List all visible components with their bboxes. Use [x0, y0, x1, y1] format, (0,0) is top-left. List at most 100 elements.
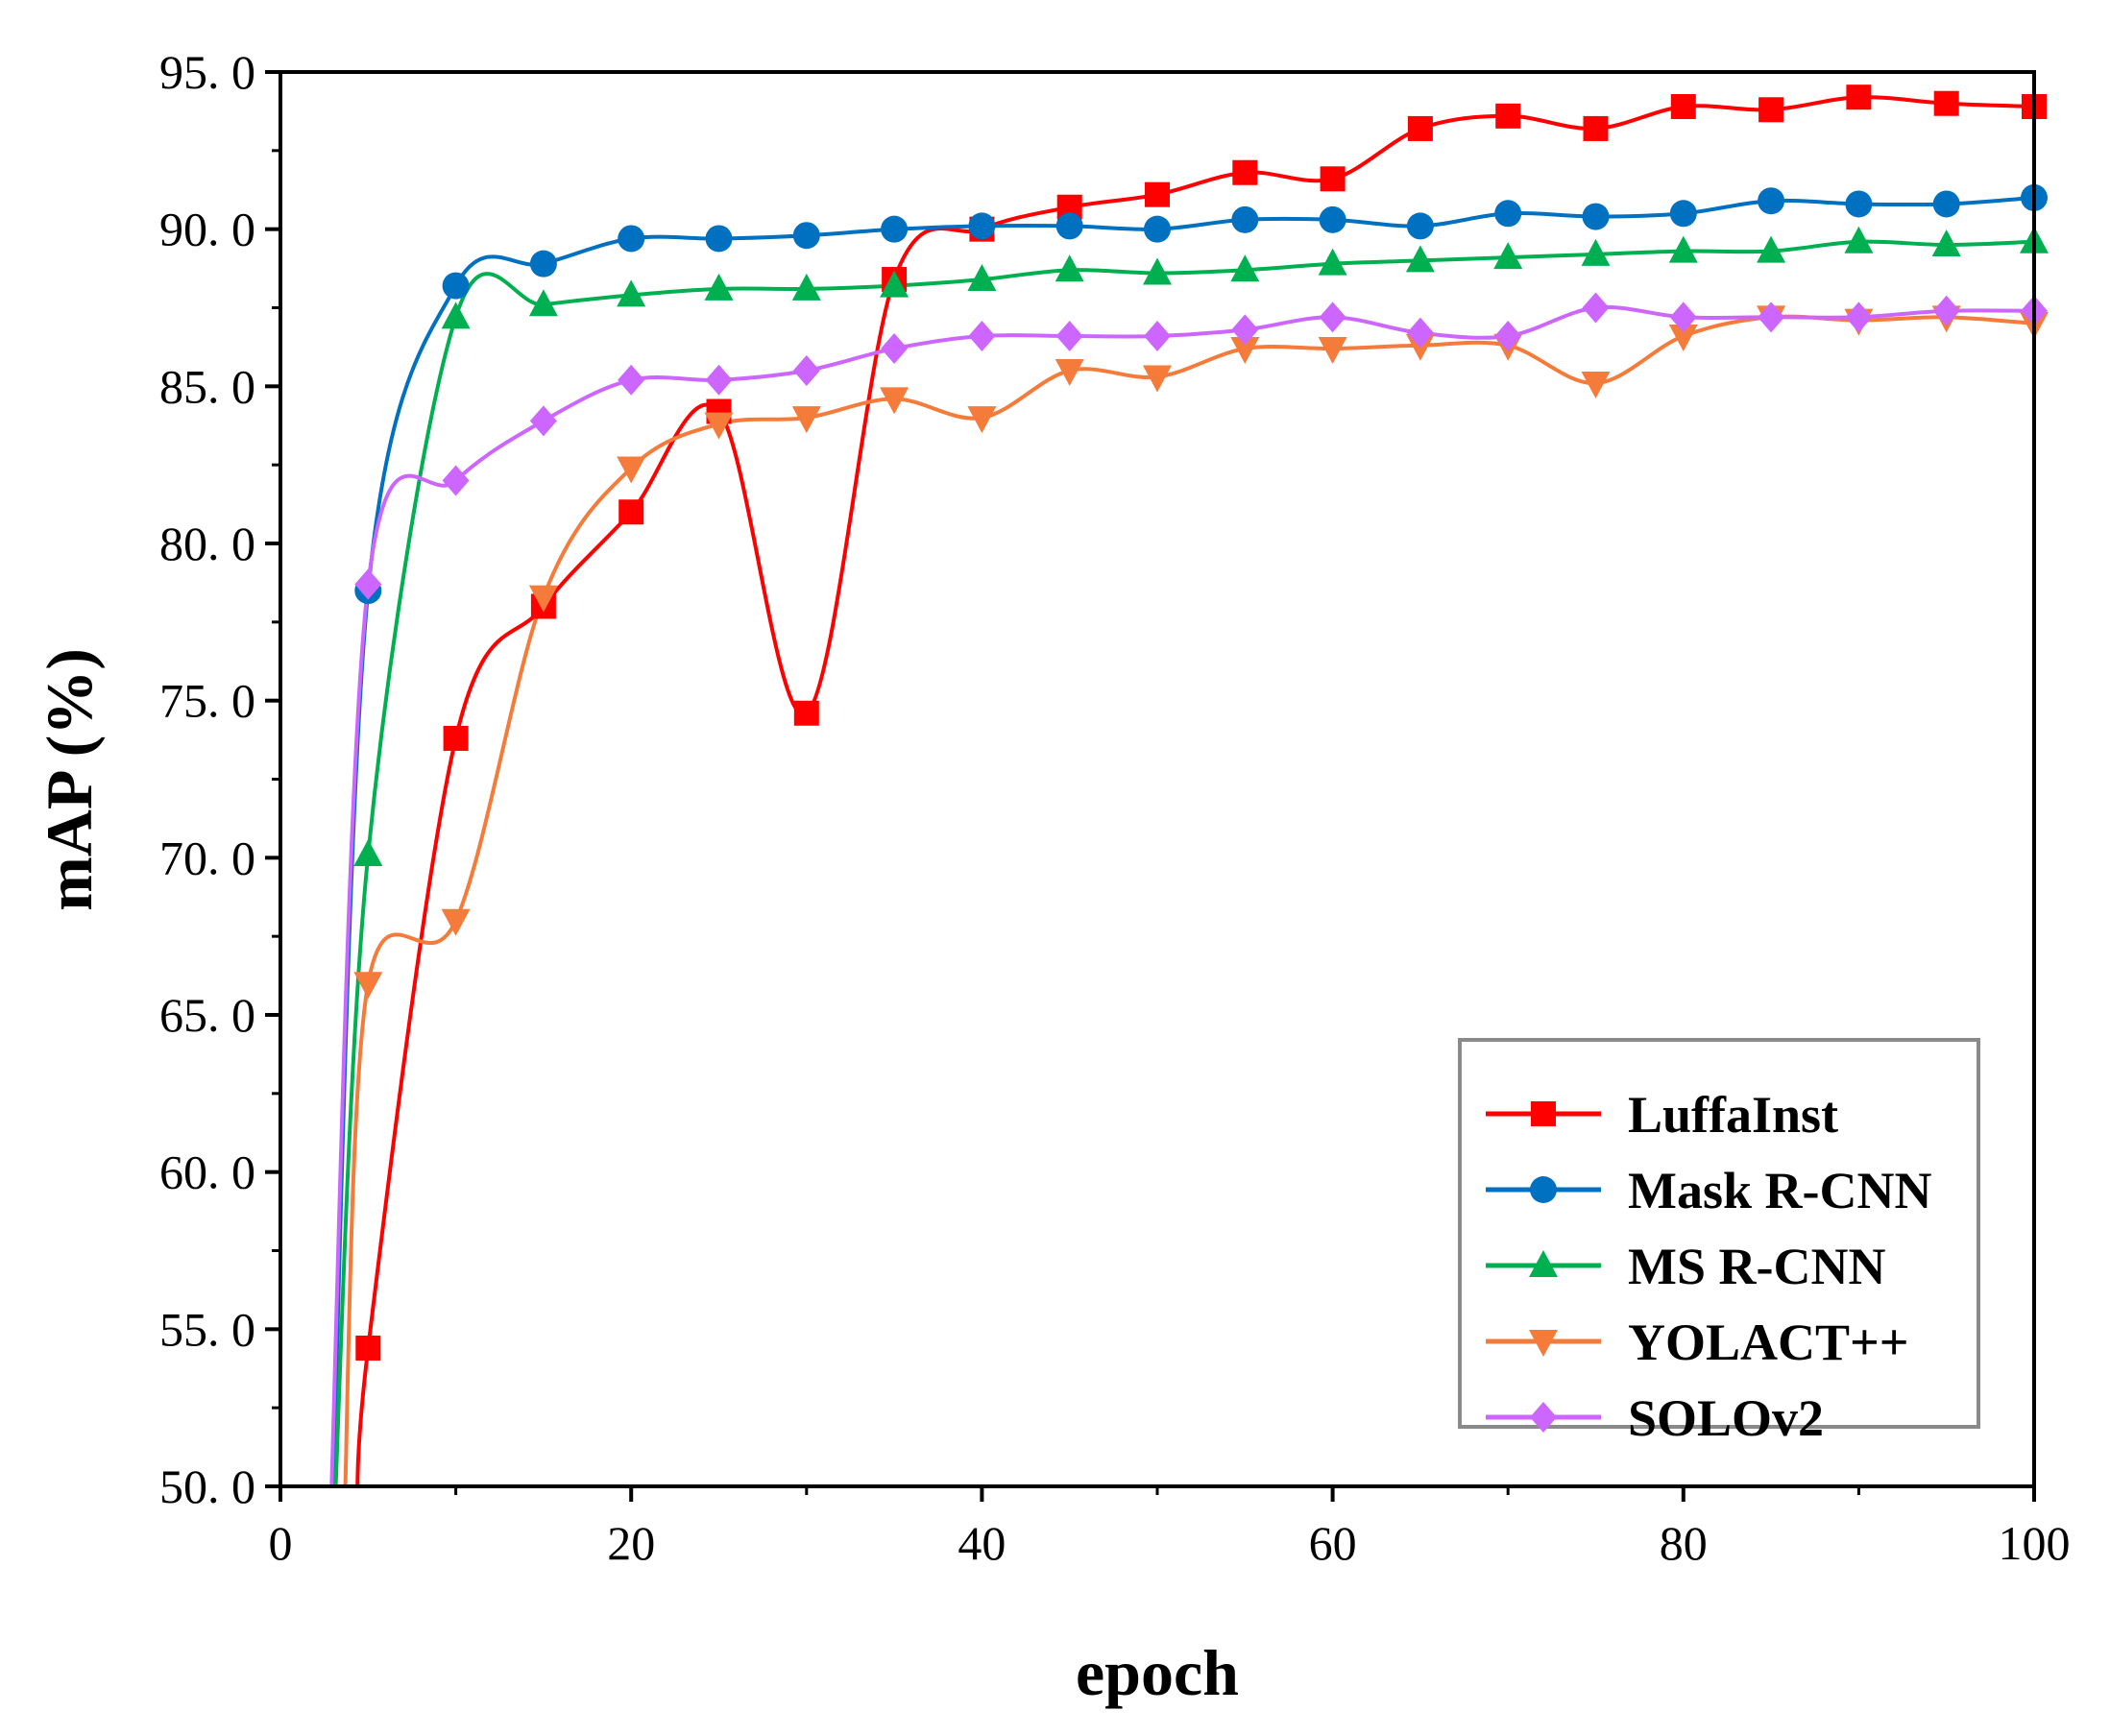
data-point: [618, 364, 645, 396]
legend-label: MS R-CNN: [1628, 1238, 1885, 1295]
data-point: [1318, 248, 1347, 276]
data-point: [1495, 103, 1521, 129]
data-point: [1758, 187, 1785, 215]
data-point: [442, 465, 470, 496]
data-point: [1405, 245, 1435, 273]
legend-marker: [1531, 1101, 1556, 1126]
y-tick-label: 75. 0: [159, 674, 255, 728]
data-point: [1143, 257, 1172, 285]
data-point: [1932, 190, 1960, 218]
x-tick-label: 40: [958, 1516, 1006, 1570]
data-point: [1582, 292, 1610, 324]
data-point: [1407, 115, 1433, 141]
legend: LuffaInst Mask R-CNN MS R-CNN YOLACT++ SOLOv…: [1458, 1038, 1980, 1447]
data-point: [881, 215, 909, 243]
data-point: [880, 270, 909, 298]
data-point: [1844, 226, 1874, 253]
data-point: [1231, 314, 1259, 346]
data-point: [1320, 166, 1346, 192]
data-point: [1143, 365, 1172, 393]
marker-layer: [353, 84, 2049, 1361]
y-tick-label: 60. 0: [159, 1145, 255, 1199]
legend-marker: [1530, 1176, 1557, 1203]
data-point: [705, 364, 733, 396]
legend-marker: [1529, 1250, 1558, 1277]
legend-label: YOLACT++: [1628, 1314, 1909, 1371]
data-point: [1319, 301, 1346, 333]
data-point: [528, 289, 558, 317]
x-tick-label: 20: [607, 1516, 655, 1570]
data-point: [1670, 94, 1696, 120]
x-tick-label: 100: [1999, 1516, 2071, 1570]
y-tick-label: 95. 0: [159, 45, 255, 99]
data-point: [1055, 358, 1084, 386]
data-point: [704, 273, 734, 301]
data-point: [353, 839, 383, 867]
data-point: [1669, 200, 1697, 228]
data-point: [1230, 254, 1260, 282]
data-point: [1581, 372, 1611, 399]
y-tick-label: 50. 0: [159, 1459, 255, 1513]
data-point: [617, 279, 646, 307]
y-axis-title: mAP (%): [33, 648, 106, 911]
data-point: [1493, 242, 1523, 270]
data-point: [617, 456, 646, 484]
data-point: [967, 264, 997, 292]
data-point: [1230, 337, 1260, 365]
data-point: [1583, 115, 1609, 141]
data-point: [1932, 295, 1960, 326]
data-point: [1318, 337, 1347, 365]
data-point: [1582, 203, 1610, 230]
x-tick-label: 60: [1309, 1516, 1357, 1570]
data-point: [1145, 181, 1170, 207]
data-point: [1055, 320, 1083, 351]
data-point: [442, 272, 470, 300]
data-point: [441, 301, 471, 329]
data-point: [618, 499, 644, 525]
series-line: [329, 304, 2034, 1486]
data-point: [1144, 215, 1171, 243]
data-point: [1758, 97, 1784, 123]
data-point: [1668, 324, 1698, 351]
data-point: [1494, 200, 1522, 228]
data-point: [354, 568, 382, 600]
legend-marker: [1529, 1330, 1558, 1357]
y-tick-label: 80. 0: [159, 517, 255, 570]
legend-label: LuffaInst: [1628, 1086, 1838, 1144]
data-point: [1144, 320, 1171, 351]
legend-label: Mask R-CNN: [1628, 1162, 1932, 1219]
data-point: [529, 250, 557, 277]
data-point: [1757, 235, 1786, 263]
y-tick-label: 85. 0: [159, 359, 255, 413]
data-point: [1669, 301, 1697, 333]
data-point: [880, 387, 909, 415]
data-point: [791, 273, 821, 301]
x-tick-label: 80: [1660, 1516, 1708, 1570]
data-point: [1231, 205, 1259, 233]
data-point: [1581, 238, 1611, 266]
y-tick-label: 70. 0: [159, 831, 255, 884]
legend-label: SOLOv2: [1628, 1389, 1824, 1447]
data-point: [1232, 159, 1258, 185]
x-axis-title: epoch: [1076, 1636, 1239, 1709]
data-point: [529, 405, 557, 437]
data-point: [1845, 301, 1873, 333]
data-point: [618, 225, 645, 253]
series-line: [333, 239, 2034, 1486]
data-point: [1406, 212, 1434, 240]
data-point: [353, 972, 383, 1000]
data-point: [528, 585, 558, 613]
data-point: [968, 212, 996, 240]
data-point: [791, 406, 821, 434]
data-point: [355, 1335, 381, 1361]
data-point: [792, 222, 820, 250]
data-point: [1846, 84, 1872, 110]
data-point: [1931, 229, 1961, 257]
data-point: [1055, 254, 1084, 282]
axis-layer: 50. 0 55. 0 60. 0 65. 0 70. 0 75. 0 80. 0 85. 0…: [159, 45, 2071, 1570]
data-point: [443, 725, 469, 751]
data-point: [881, 333, 909, 365]
data-point: [705, 225, 733, 253]
